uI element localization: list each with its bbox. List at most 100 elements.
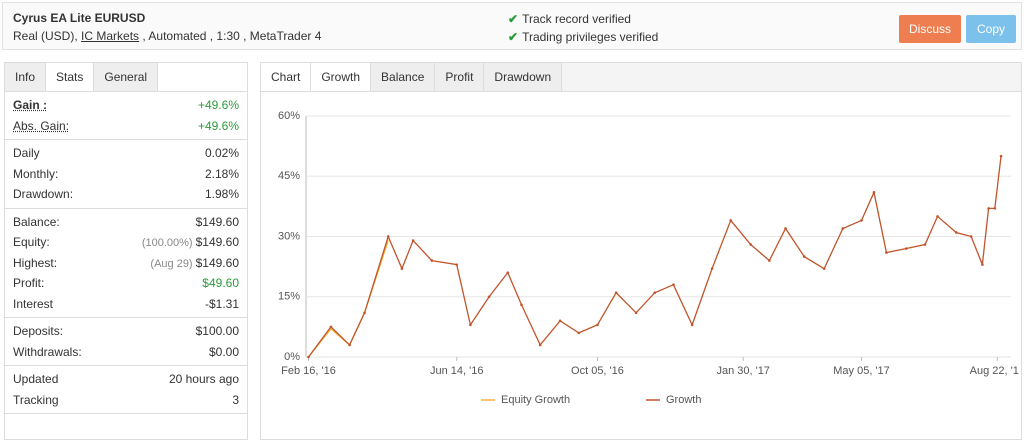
verified: ✔ Trading privileges verified — [508, 30, 659, 44]
stat-number: 3 — [232, 392, 239, 407]
stat-value: -$1.31 — [205, 294, 239, 315]
stat-row: Equity: (100.00%) $149.60 — [5, 232, 247, 253]
stat-group: Gain : +49.6% Abs. Gain: +49.6% — [5, 92, 247, 140]
stat-number: $149.60 — [195, 255, 239, 270]
point — [506, 271, 510, 274]
copy-button[interactable]: Copy — [966, 15, 1016, 43]
stat-value: $0.00 — [209, 342, 239, 363]
stat-value: $100.00 — [196, 321, 239, 342]
tab[interactable]: Growth — [311, 63, 372, 91]
tab[interactable]: Info — [5, 63, 47, 91]
point — [987, 207, 990, 210]
point — [822, 267, 826, 270]
y-tick-label: 30% — [278, 230, 300, 242]
stat-row: Interest -$1.31 — [5, 294, 247, 315]
point — [348, 343, 351, 347]
stat-value: 0.02% — [205, 143, 239, 164]
stat-number: 0.02% — [204, 146, 239, 160]
stat-number: $49.60 — [202, 276, 239, 290]
point — [710, 267, 714, 270]
verified-text: Track record verified — [522, 12, 631, 26]
tab[interactable]: Balance — [371, 63, 436, 91]
point — [596, 323, 599, 327]
stat-label: Highest: — [13, 255, 58, 270]
point — [329, 325, 333, 329]
stat-note: (Aug 29) — [150, 257, 193, 270]
stat-value: $149.60 — [196, 212, 239, 233]
verified: ✔ Track record verified — [508, 12, 631, 26]
stat-number: +49.6% — [197, 98, 239, 112]
stat-label: Monthly: — [13, 166, 59, 181]
legend-label: Growth — [666, 394, 701, 406]
stat-row: Profit: $49.60 — [5, 273, 247, 294]
legend-label: Equity Growth — [501, 394, 570, 406]
stat-number: $0.00 — [208, 344, 239, 359]
x-tick-label: Aug 22, '17 — [970, 365, 1019, 377]
tab[interactable]: Drawdown — [484, 63, 563, 91]
stat-group: Balance: $149.60 Equity: (100.00%) $149.60 Hi… — [5, 209, 247, 318]
point — [469, 323, 472, 327]
stat-label: Equity: — [13, 235, 50, 249]
stats: Gain : +49.6% Abs. Gain: +49.6% Daily 0.02% Mo… — [5, 92, 247, 414]
point — [923, 243, 927, 246]
chart: 0% 15% 30% 45% 60% Feb 16, '16 Jun 14, '16 Oct … — [278, 110, 1019, 406]
stat-row: Daily 0.02% — [5, 143, 247, 164]
y-tick-label: 15% — [278, 291, 300, 303]
point — [558, 319, 562, 323]
stat-number: 1.98% — [204, 187, 239, 201]
stat-value: 20 hours ago — [169, 369, 239, 390]
point — [400, 267, 404, 270]
stat-value: 1.98% — [205, 184, 239, 205]
stat-label: Abs. Gain: — [13, 118, 70, 133]
tab[interactable]: General — [94, 63, 159, 91]
point — [872, 191, 876, 194]
stat-value: (Aug 29) $149.60 — [150, 253, 239, 274]
stat-label: Updated — [13, 372, 59, 386]
stat-value: 2.18% — [205, 164, 239, 185]
discuss-button[interactable]: Discuss — [899, 15, 961, 43]
x-tick-label: Feb 16, '16 — [281, 365, 336, 377]
stat-row: Tracking 3 — [5, 390, 247, 411]
stat-row: Deposits: $100.00 — [5, 321, 247, 342]
point — [749, 243, 752, 246]
verified-text: Trading privileges verified — [522, 30, 659, 44]
stat-label: Withdrawals: — [13, 344, 82, 359]
stat-value: $49.60 — [202, 273, 239, 294]
stat-group: Updated 20 hours ago Tracking 3 — [5, 366, 247, 414]
stat-group: Deposits: $100.00 Withdrawals: $0.00 — [5, 318, 247, 366]
stat-label: Balance: — [13, 214, 60, 229]
point — [729, 219, 733, 222]
point — [538, 343, 542, 347]
tabs: Info Stats General — [5, 63, 247, 92]
broker-link[interactable]: IC Markets — [81, 29, 140, 43]
stat-value: +49.6% — [198, 95, 239, 116]
stat-value: (100.00%) $149.60 — [142, 232, 239, 253]
stat-row: Abs. Gain: +49.6% — [5, 116, 247, 137]
point — [981, 263, 984, 266]
x-tick-label: Jan 30, '17 — [716, 365, 769, 377]
stat-label: Drawdown: — [13, 187, 74, 201]
point — [653, 291, 657, 295]
x-tick-label: May 05, '17 — [833, 365, 890, 377]
stats-panel: Info Stats General Gain : +49.6% Abs. Gain: +… — [4, 62, 248, 440]
stat-label: Tracking — [13, 392, 59, 407]
point — [411, 239, 415, 242]
point — [307, 355, 310, 359]
stat-value: +49.6% — [198, 116, 239, 137]
stat-value: 3 — [232, 390, 239, 411]
point — [363, 311, 366, 315]
series-line — [307, 156, 1002, 358]
point — [802, 255, 806, 258]
stat-note: (100.00%) — [141, 237, 193, 249]
series-line — [307, 240, 389, 358]
stat-row: Updated 20 hours ago — [5, 369, 247, 390]
point — [885, 251, 888, 254]
header: Cyrus EA Lite EURUSD Real (USD), IC Mark… — [2, 2, 1022, 50]
account-info: Real (USD), IC Markets , Automated , 1:3… — [13, 29, 321, 43]
point — [577, 331, 581, 335]
tab[interactable]: Profit — [435, 63, 485, 91]
stat-row: Drawdown: 1.98% — [5, 184, 247, 205]
tab[interactable]: Stats — [46, 63, 95, 91]
account: Real (USD), — [13, 29, 78, 43]
